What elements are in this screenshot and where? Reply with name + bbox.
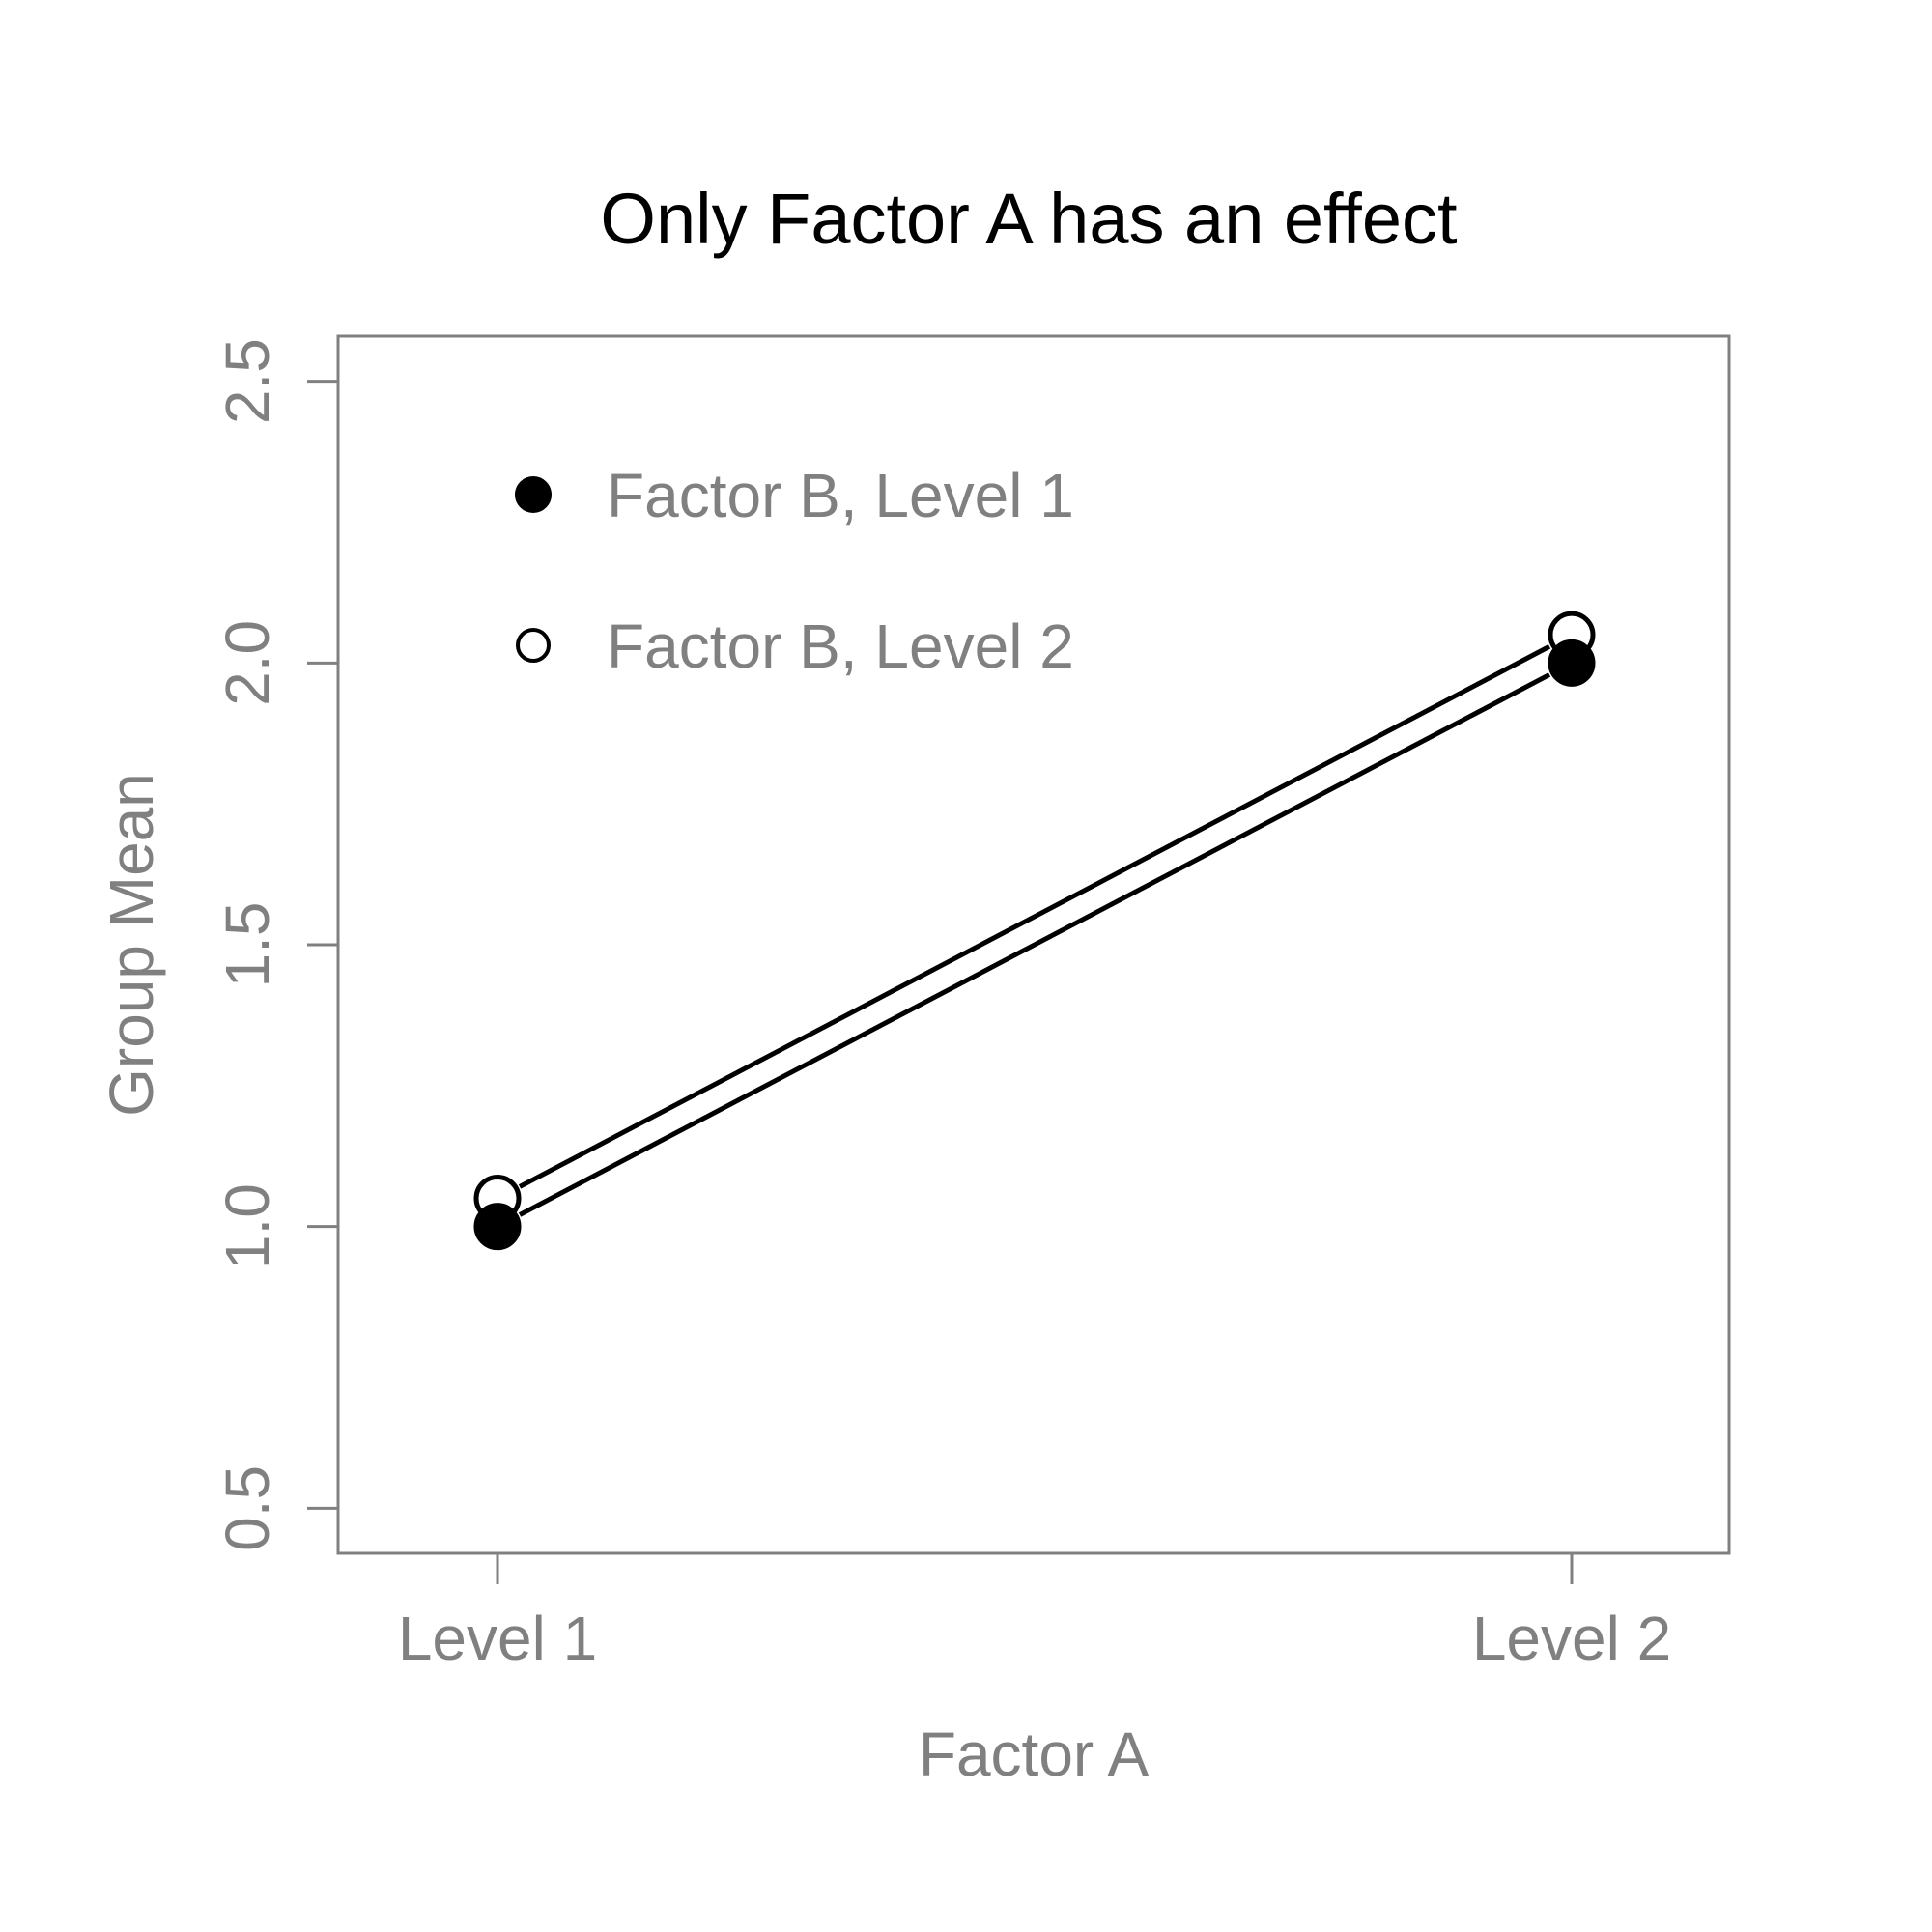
legend-marker-open [516,628,551,663]
x-axis: Level 1 Level 2 [398,1553,1671,1673]
x-tick-label: Level 1 [398,1604,597,1673]
data-point-filled [473,1203,522,1251]
legend-label: Factor B, Level 2 [607,611,1074,681]
y-tick-label: 0.5 [213,1465,282,1551]
y-axis-label: Group Mean [97,773,166,1117]
y-tick-label: 2.5 [213,338,282,424]
chart-title: Only Factor A has an effect [600,179,1458,259]
series-line [518,672,1551,1217]
x-axis-label: Factor A [919,1719,1150,1789]
y-tick-label: 2.0 [213,620,282,706]
series-layer [473,611,1596,1251]
x-tick-label: Level 2 [1472,1604,1671,1673]
y-tick-label: 1.0 [213,1183,282,1269]
y-axis: 0.5 1.0 1.5 2.0 2.5 [213,338,340,1551]
legend: Factor B, Level 1 Factor B, Level 2 [515,461,1074,681]
legend-marker-filled [515,476,552,513]
legend-label: Factor B, Level 1 [607,461,1074,530]
data-point-filled [1548,639,1596,687]
y-tick-label: 1.5 [213,902,282,988]
series-line [518,644,1551,1189]
